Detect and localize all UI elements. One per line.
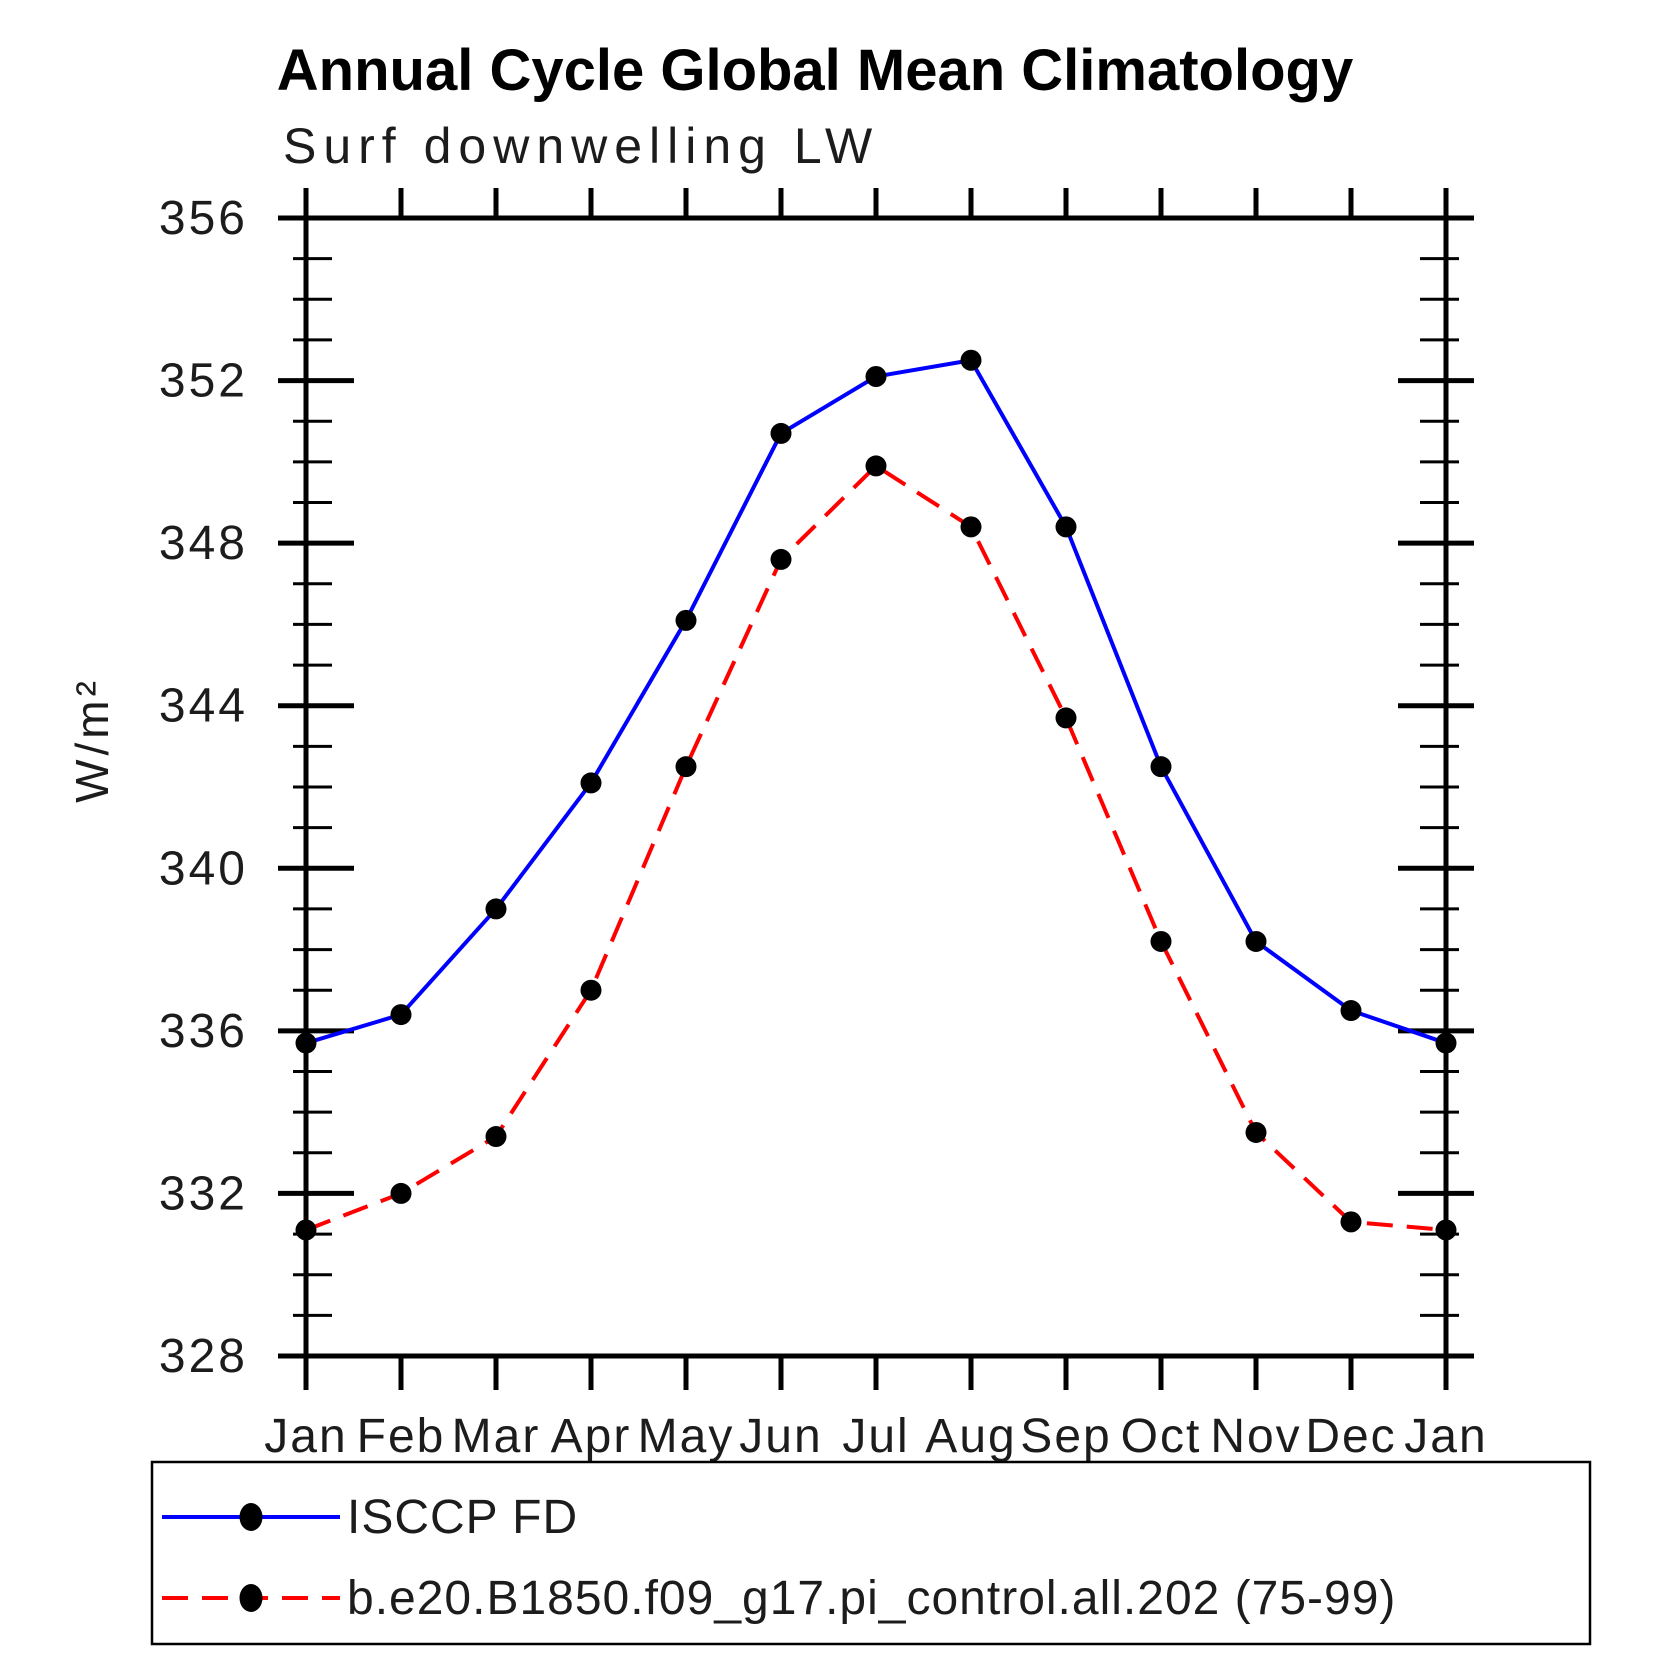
series-model-marker — [675, 756, 697, 778]
series-isccp-marker — [295, 1032, 317, 1054]
legend: ISCCP FD b.e20.B1850.f09_g17.pi_control.… — [150, 1460, 1592, 1646]
series-isccp-marker — [675, 609, 697, 631]
y-tick-label: 352 — [159, 355, 248, 408]
series-model-marker — [1150, 930, 1172, 952]
y-tick-label: 328 — [159, 1330, 248, 1383]
series-model-line — [305, 463, 1447, 1232]
series-isccp-marker — [865, 366, 887, 388]
series-isccp-marker — [485, 898, 507, 920]
plot-frame — [303, 215, 1449, 1359]
series-isccp-marker — [1435, 1032, 1457, 1054]
y-tick-label: 332 — [159, 1167, 248, 1220]
series-model-marker — [1340, 1211, 1362, 1233]
series-model-marker — [1245, 1121, 1267, 1143]
series-isccp-marker — [390, 1004, 412, 1026]
x-tick-label: Dec — [1305, 1410, 1396, 1463]
x-tick-label: May — [638, 1410, 735, 1463]
series-model-marker — [485, 1126, 507, 1148]
x-tick-label: Sep — [1020, 1410, 1111, 1463]
y-tick-label: 348 — [159, 517, 248, 570]
series-model-marker — [1435, 1219, 1457, 1241]
x-tick-label: Jul — [842, 1410, 909, 1463]
series-isccp-marker — [580, 772, 602, 794]
series-model-marker — [580, 979, 602, 1001]
axes-frame: Jan Feb Mar Apr May Jun Jul Aug Sep Oct Nov Dec Jan3… — [159, 188, 1487, 1463]
series-model-marker — [295, 1219, 317, 1241]
y-tick-label: 356 — [159, 192, 248, 245]
legend-marker-isccp-dot-icon — [239, 1503, 263, 1531]
series-model-marker — [960, 516, 982, 538]
x-tick-label: Jan — [1404, 1410, 1487, 1463]
legend-label-model: b.e20.B1850.f09_g17.pi_control.all.202 (… — [347, 1572, 1396, 1625]
series-model-marker — [1055, 707, 1077, 729]
legend-label-isccp: ISCCP FD — [347, 1491, 578, 1544]
legend-marker-model-dot-icon — [239, 1584, 263, 1612]
series-isccp-marker — [770, 422, 792, 444]
series-isccp-marker — [960, 349, 982, 371]
series-model-marker — [865, 455, 887, 477]
series-isccp-marker — [1340, 1000, 1362, 1022]
chart-subtitle: Surf downwelling LW — [283, 118, 879, 174]
series-model-marker — [390, 1182, 412, 1204]
x-tick-label: Feb — [357, 1410, 446, 1463]
y-tick-label: 344 — [159, 680, 248, 733]
series-isccp-marker — [1150, 756, 1172, 778]
x-tick-label: Apr — [551, 1410, 632, 1463]
y-tick-label: 340 — [159, 842, 248, 895]
x-tick-label: Aug — [925, 1410, 1016, 1463]
data-series — [295, 349, 1457, 1241]
y-tick-label: 336 — [159, 1005, 248, 1058]
x-tick-label: Jun — [739, 1410, 822, 1463]
x-tick-label: Oct — [1121, 1410, 1202, 1463]
series-isccp-marker — [1245, 930, 1267, 952]
x-tick-label: Jan — [264, 1410, 347, 1463]
x-tick-label: Nov — [1210, 1410, 1301, 1463]
series-isccp-marker — [1055, 516, 1077, 538]
chart-title: Annual Cycle Global Mean Climatology — [277, 38, 1353, 103]
x-tick-label: Mar — [452, 1410, 541, 1463]
series-model-marker — [770, 548, 792, 570]
y-axis-label: W/m² — [66, 677, 118, 803]
legend-box — [150, 1460, 1592, 1646]
